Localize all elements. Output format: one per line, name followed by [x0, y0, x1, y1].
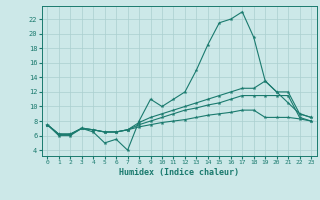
X-axis label: Humidex (Indice chaleur): Humidex (Indice chaleur) — [119, 168, 239, 177]
